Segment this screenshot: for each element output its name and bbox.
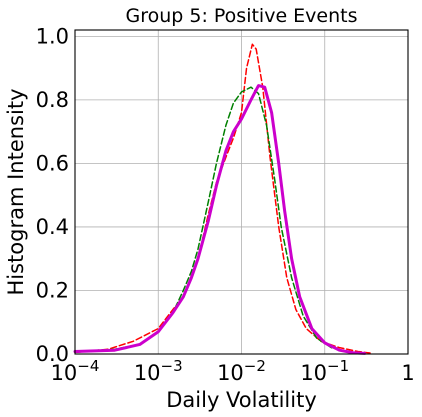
y-tick-label: 0.6 [36, 151, 69, 175]
x-tick-label: 10−4 [51, 357, 100, 385]
series-line-2 [74, 86, 366, 355]
series-line-3 [73, 84, 366, 355]
x-tick-label: 1 [401, 361, 414, 385]
chart-title: Group 5: Positive Events [125, 5, 357, 27]
y-tick-labels: 0.0 0.2 0.4 0.6 0.8 1.0 [36, 24, 69, 366]
series-layer [73, 43, 371, 355]
series-line-1 [74, 43, 371, 354]
y-tick-label: 0.2 [36, 278, 69, 302]
y-axis-label: Histogram Intensity [4, 88, 28, 295]
y-tick-label: 1.0 [36, 24, 69, 48]
x-tick-label: 10−3 [134, 357, 183, 385]
x-tick-label: 10−1 [300, 357, 349, 385]
x-axis-label: Daily Volatility [166, 388, 317, 412]
y-tick-label: 0.8 [36, 88, 69, 112]
plot-frame [74, 29, 409, 355]
y-tick-label: 0.0 [36, 342, 69, 366]
x-tick-label: 10−2 [217, 357, 266, 385]
grid-layer [74, 30, 409, 355]
x-tick-labels: 10−4 10−3 10−2 10−1 1 [51, 357, 415, 385]
y-tick-label: 0.4 [36, 215, 69, 239]
